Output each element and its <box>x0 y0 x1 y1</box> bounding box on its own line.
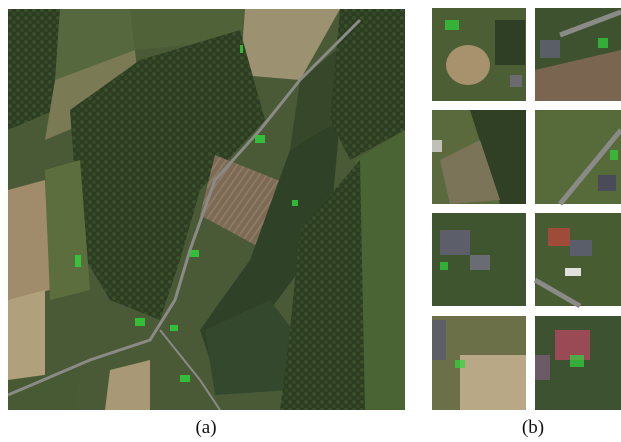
aerial-image <box>8 9 405 410</box>
caption: (a) <box>195 417 216 437</box>
tile-grid <box>432 8 621 410</box>
caption: (b) <box>522 417 544 437</box>
page: (a) (b) (() => { const data = JSON.parse… <box>0 0 621 437</box>
figure: (a) (b) <box>0 0 621 437</box>
